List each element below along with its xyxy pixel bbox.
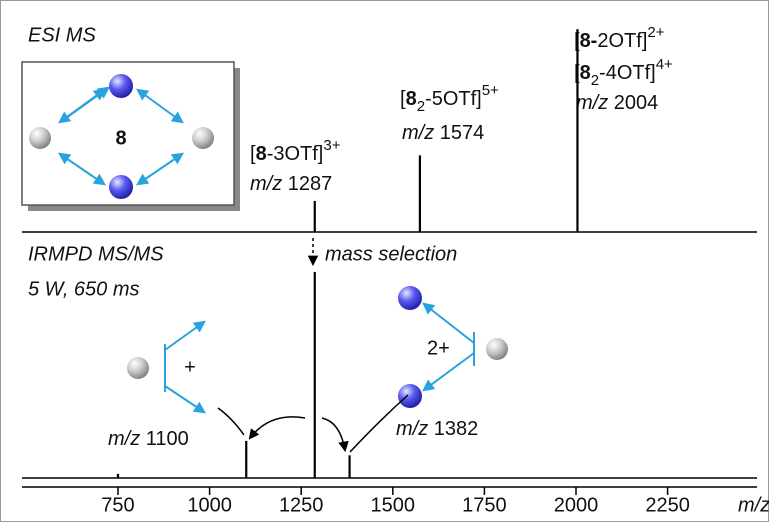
x-tick-label: 1500 — [371, 494, 416, 516]
x-tick-label: 1250 — [279, 494, 324, 516]
x-tick-label: 1000 — [187, 494, 232, 516]
panel-subtitle: 5 W, 650 ms — [28, 278, 140, 300]
peak-mz: m/z 1382 — [396, 418, 478, 440]
x-tick-label: 1750 — [462, 494, 507, 516]
fragment-label: + — [184, 356, 196, 378]
peak-annotation: [8-2OTf]2+ — [574, 24, 665, 52]
fragment-right: 2+ — [398, 286, 508, 408]
leader — [218, 408, 244, 435]
inset: 8 — [22, 62, 240, 211]
x-tick-label: 750 — [101, 494, 134, 516]
peak-annotation: [82-4OTf]4+ — [574, 56, 673, 89]
x-axis-label: m/z — [738, 494, 769, 516]
fragment-arrow — [322, 418, 345, 450]
x-tick-label: 2250 — [645, 494, 690, 516]
panel-title: IRMPD MS/MS — [28, 243, 164, 265]
fragment-label: 2+ — [427, 337, 450, 359]
fragment-arrow — [250, 417, 305, 438]
peak-mz: m/z 1574 — [402, 122, 484, 144]
annotation: mass selection — [325, 243, 457, 265]
peak-mz: m/z 1287 — [250, 173, 332, 195]
panel-title: ESI MS — [28, 24, 96, 46]
page: ESI MS 8 [8-3OTf]3+ m/z 1287 [82-5OTf]5+… — [0, 0, 769, 522]
fragment-left: + — [127, 322, 204, 412]
x-tick-label: 2000 — [554, 494, 599, 516]
peak-annotation: [8-3OTf]3+ — [250, 137, 341, 165]
peak-mz: m/z 2004 — [576, 92, 658, 114]
inset-label: 8 — [115, 127, 126, 149]
peak-annotation: [82-5OTf]5+ — [400, 82, 499, 115]
peak-mz: m/z 1100 — [108, 428, 189, 450]
figure: ESI MS 8 [8-3OTf]3+ m/z 1287 [82-5OTf]5+… — [0, 0, 769, 522]
